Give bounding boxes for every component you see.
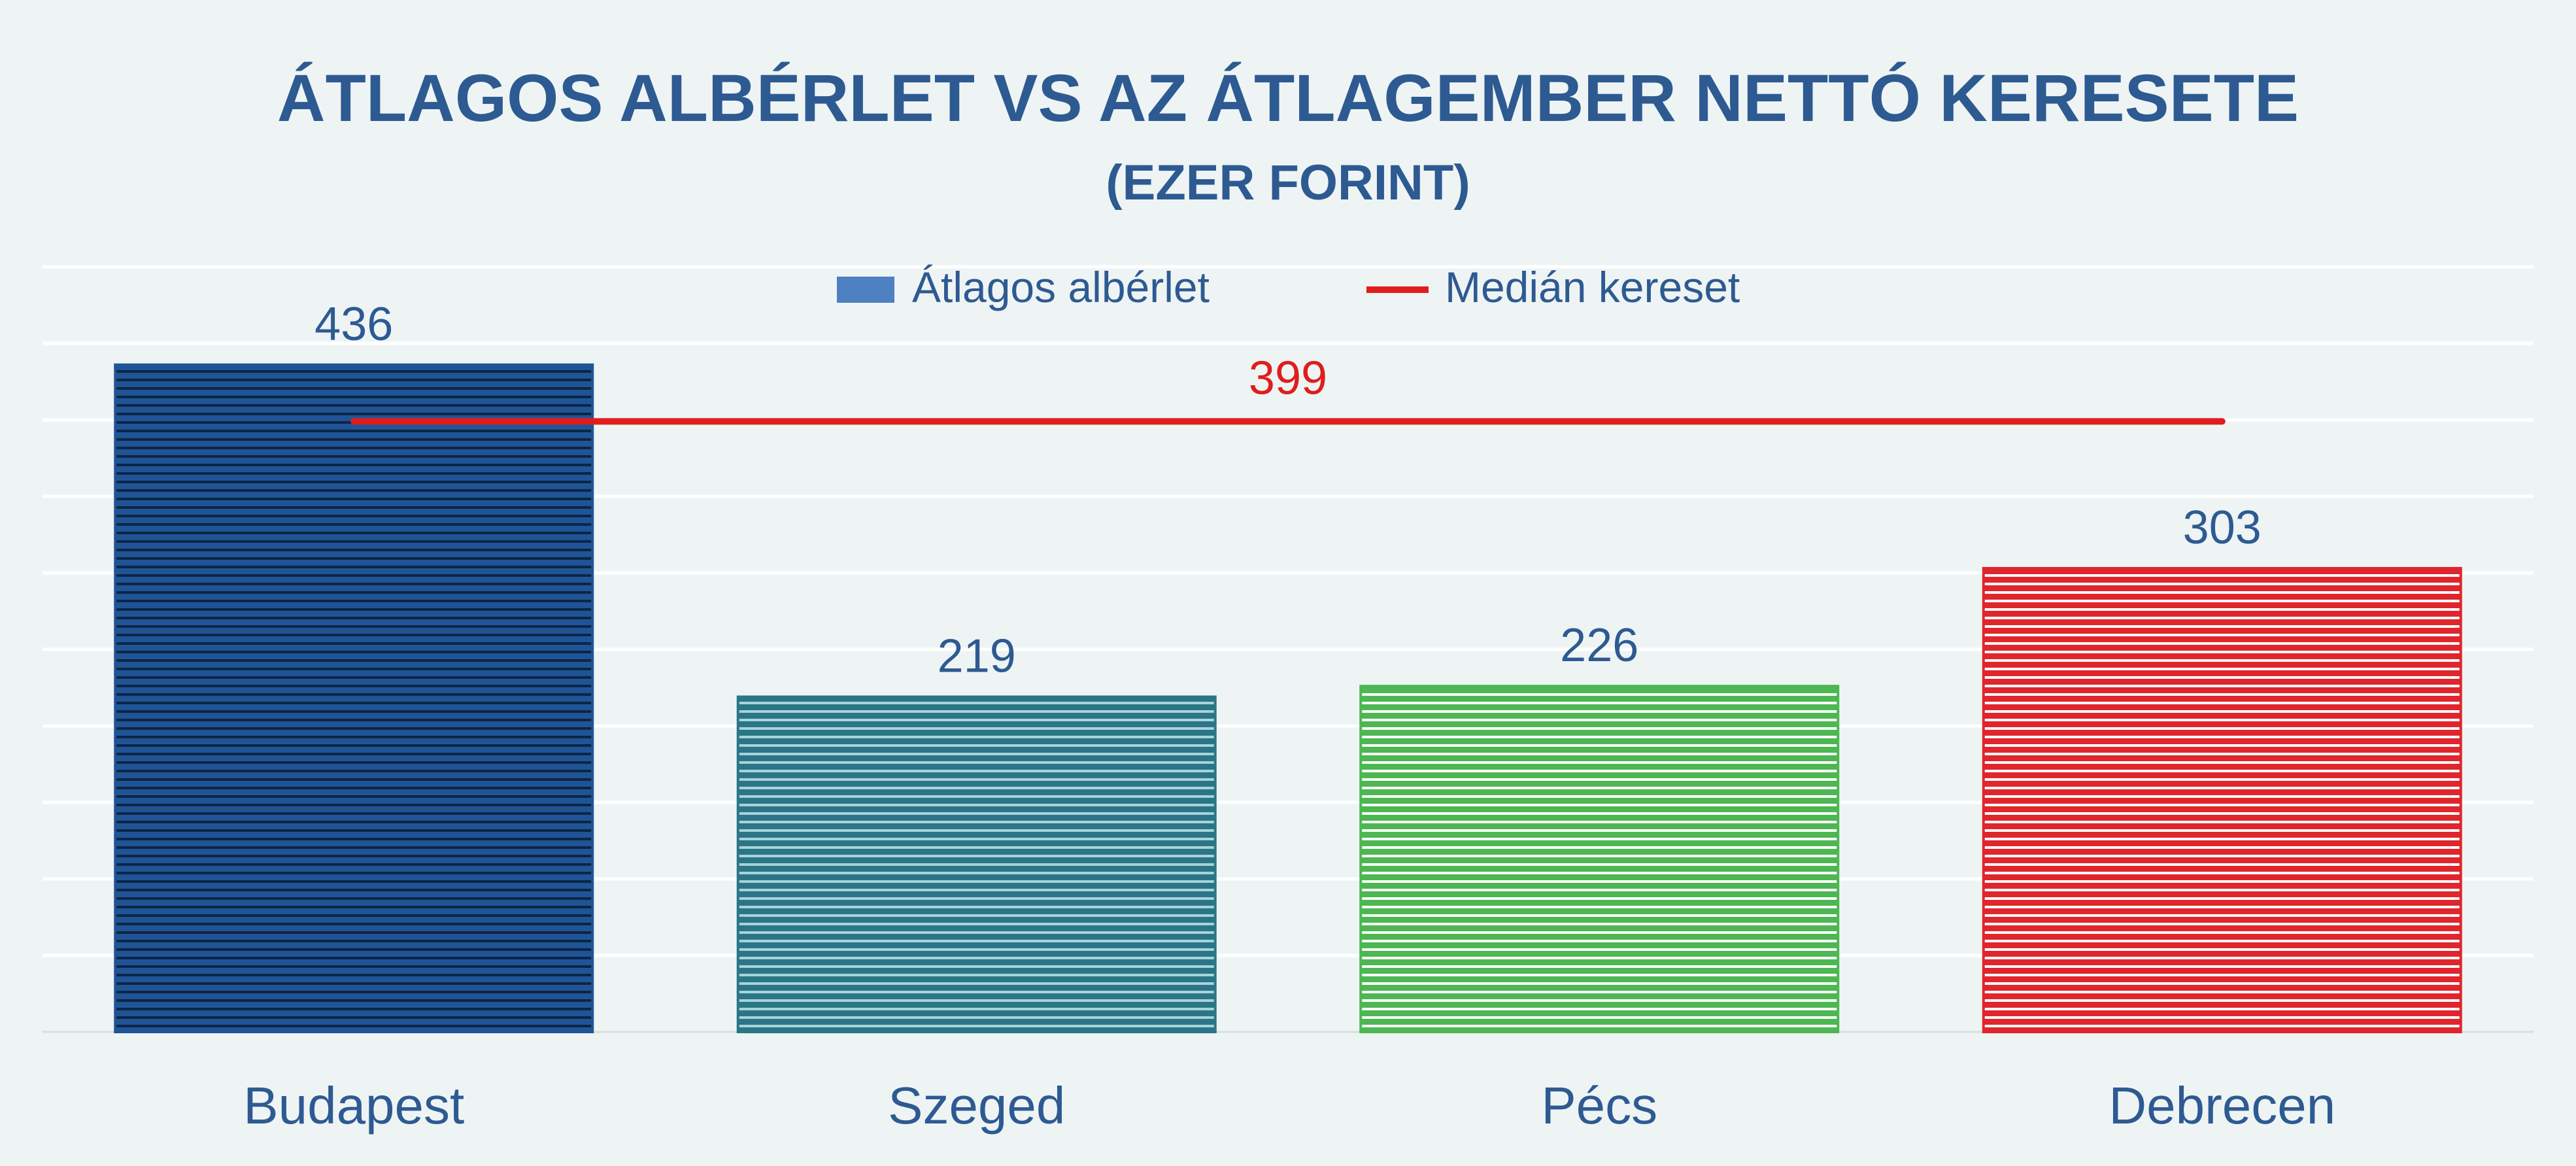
median-line-group: 399 — [350, 352, 2226, 425]
bars — [114, 363, 2462, 1034]
category-label: Budapest — [243, 1076, 464, 1135]
category-label: Debrecen — [2109, 1076, 2335, 1135]
legend-swatch-bar — [837, 277, 894, 303]
bar-value-label: 219 — [938, 630, 1016, 683]
bar-debrecen — [1982, 566, 2462, 1033]
bar-pécs — [1359, 685, 1840, 1034]
category-labels: Budapest Szeged Pécs Debrecen — [243, 1076, 2335, 1135]
value-labels: 436 219 226 303 — [314, 298, 2262, 683]
bar-szeged — [736, 695, 1217, 1034]
chart-subtitle: (EZER FORINT) — [1106, 155, 1470, 211]
chart-title: ÁTLAGOS ALBÉRLET VS AZ ÁTLAGEMBER NETTÓ … — [277, 61, 2299, 135]
category-label: Pécs — [1541, 1076, 1657, 1135]
bar-value-label: 436 — [314, 298, 393, 351]
category-label: Szeged — [888, 1076, 1065, 1135]
bar-value-label: 303 — [2183, 502, 2262, 554]
legend-label-line: Medián kereset — [1445, 263, 1740, 311]
median-value-label: 399 — [1249, 352, 1327, 404]
bar-value-label: 226 — [1560, 619, 1638, 672]
legend: Átlagos albérlet Medián kereset — [837, 263, 1740, 311]
bar-budapest — [114, 363, 594, 1033]
legend-label-bar: Átlagos albérlet — [912, 263, 1210, 311]
